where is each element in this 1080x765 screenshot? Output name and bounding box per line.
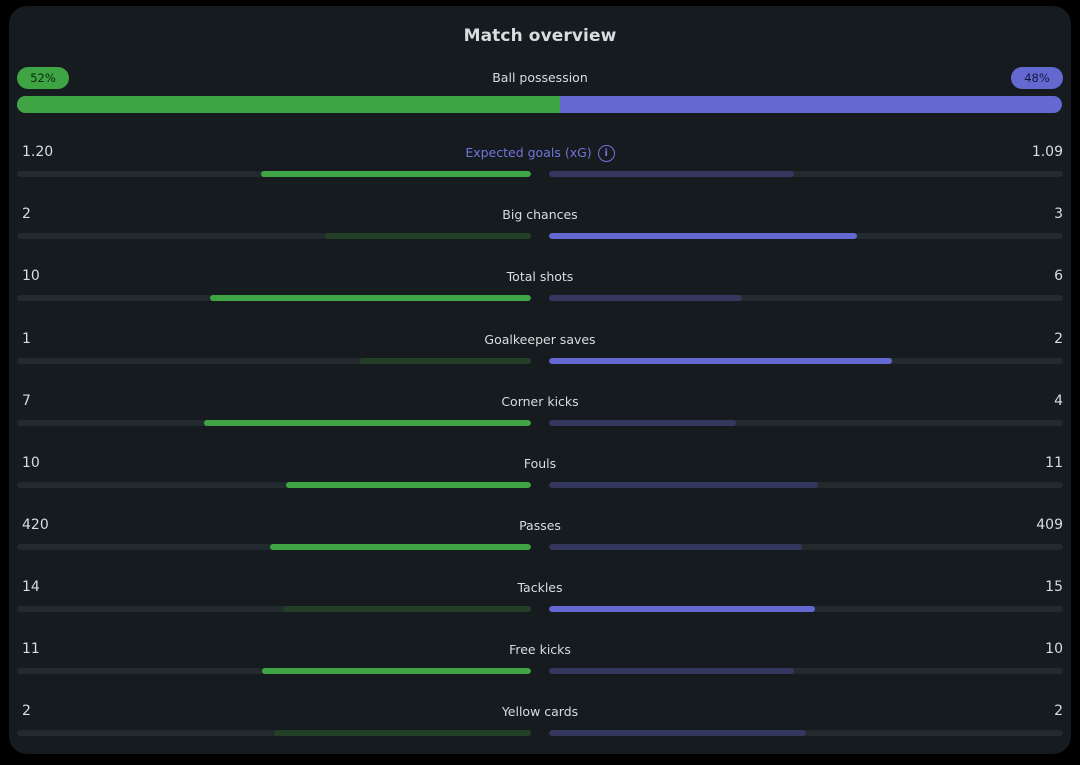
stat-home-bar (270, 544, 531, 550)
stat-label: Big chances (9, 207, 1071, 222)
stat-label-text: Goalkeeper saves (484, 332, 596, 347)
stat-away-value: 409 (1036, 517, 1063, 533)
stat-label: Free kicks (9, 642, 1071, 657)
away-possession-badge: 48% (1011, 67, 1063, 89)
stat-home-bar (325, 233, 531, 239)
stat-home-value: 7 (22, 393, 31, 409)
stat-home-track (17, 295, 531, 301)
stat-label-text: Expected goals (xG) (465, 145, 592, 160)
stat-label[interactable]: Expected goals (xG) i (9, 145, 1071, 162)
stat-away-value: 3 (1054, 206, 1063, 222)
stat-home-bar (282, 606, 531, 612)
stat-home-bar (209, 295, 531, 301)
stat-home-value: 1.20 (22, 144, 54, 160)
info-icon[interactable]: i (597, 145, 615, 162)
stat-home-value: 1 (22, 331, 31, 347)
possession-home-fill (17, 96, 561, 113)
stat-home-track (17, 730, 531, 736)
stat-label-text: Yellow cards (501, 704, 579, 719)
stat-away-bar (549, 171, 795, 177)
possession-bar (17, 96, 1062, 113)
stat-away-bar (549, 482, 819, 488)
stat-away-value: 1.09 (1031, 144, 1063, 160)
stat-home-track (17, 171, 531, 177)
stat-label: Corner kicks (9, 394, 1071, 409)
stat-home-value: 10 (22, 455, 40, 471)
stat-label-text: Corner kicks (501, 394, 579, 409)
stat-home-track (17, 358, 531, 364)
stat-away-value: 6 (1054, 268, 1063, 284)
stat-away-track (549, 606, 1063, 612)
card-title: Match overview (463, 26, 617, 46)
stat-away-value: 4 (1054, 393, 1063, 409)
stat-away-bar (549, 668, 794, 674)
stat-away-value: 15 (1045, 579, 1063, 595)
stat-home-bar (274, 730, 531, 736)
stat-away-track (549, 295, 1063, 301)
stat-away-bar (549, 233, 858, 239)
stat-home-value: 11 (22, 641, 40, 657)
stat-label-text: Passes (519, 518, 561, 533)
stat-home-track (17, 482, 531, 488)
stat-away-track (549, 482, 1063, 488)
match-overview-card: Match overview 52% Ball possession 48% 1… (9, 6, 1071, 754)
stat-label: Fouls (9, 456, 1071, 471)
stat-away-value: 2 (1054, 331, 1063, 347)
stat-away-track (549, 233, 1063, 239)
stat-home-bar (359, 358, 531, 364)
stat-label: Tackles (9, 580, 1071, 595)
stat-home-value: 420 (22, 517, 49, 533)
stat-away-track (549, 668, 1063, 674)
stat-home-value: 2 (22, 206, 31, 222)
stat-home-track (17, 544, 531, 550)
stat-label: Goalkeeper saves (9, 332, 1071, 347)
stat-label-text: Free kicks (509, 642, 571, 657)
stat-away-value: 11 (1045, 455, 1063, 471)
stat-away-bar (549, 295, 742, 301)
stat-label-text: Fouls (523, 456, 557, 471)
stat-away-bar (549, 606, 815, 612)
stat-home-bar (204, 420, 531, 426)
stat-home-bar (261, 171, 531, 177)
home-possession-badge: 52% (17, 67, 69, 89)
stat-home-bar (286, 482, 531, 488)
stat-away-value: 10 (1045, 641, 1063, 657)
stat-label: Total shots (9, 269, 1071, 284)
stat-away-track (549, 420, 1063, 426)
stat-home-track (17, 233, 531, 239)
stat-label: Yellow cards (9, 704, 1071, 719)
stat-away-track (549, 730, 1063, 736)
stat-label-text: Tackles (517, 580, 563, 595)
stat-label-text: Big chances (502, 207, 578, 222)
stat-away-bar (549, 420, 737, 426)
stat-home-value: 10 (22, 268, 40, 284)
stat-label: Passes (9, 518, 1071, 533)
stat-home-value: 2 (22, 703, 31, 719)
stat-home-track (17, 420, 531, 426)
stat-home-track (17, 606, 531, 612)
stat-away-track (549, 544, 1063, 550)
stat-away-bar (549, 544, 803, 550)
stat-home-value: 14 (22, 579, 40, 595)
stat-away-bar (549, 358, 892, 364)
stat-away-bar (549, 730, 806, 736)
possession-label: Ball possession (492, 70, 588, 85)
stat-away-track (549, 171, 1063, 177)
stat-label-text: Total shots (506, 269, 574, 284)
stat-away-track (549, 358, 1063, 364)
stat-home-track (17, 668, 531, 674)
stat-home-bar (261, 668, 531, 674)
stat-away-value: 2 (1054, 703, 1063, 719)
